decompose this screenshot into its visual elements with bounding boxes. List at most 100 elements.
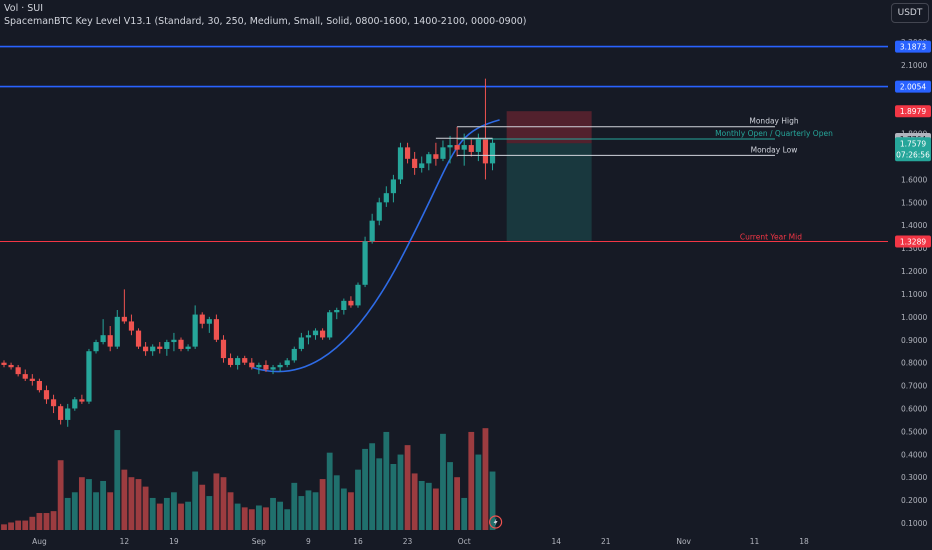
volume-bar [78,477,85,530]
price-tick-label: 0.3000 [901,473,927,482]
volume-bar [213,473,220,530]
volume-bar [50,511,57,530]
volume-bar [432,488,439,530]
candle-body [1,362,7,365]
candle-body [227,358,234,365]
volume-bar [178,503,184,530]
candle-body [178,339,184,349]
candle-body [433,154,439,159]
volume-bar [29,516,36,530]
annotation-label: Monday Low [751,145,798,154]
alert-bolt-icon [489,515,503,529]
bolt-glyph [493,518,498,526]
candle-body [206,319,212,324]
volume-bar [93,492,99,530]
volume-bar [397,454,404,530]
candle-body [171,339,177,343]
price-badge [895,105,931,118]
price-tick-label: 0.9000 [901,336,927,345]
candle-body [440,147,446,159]
volume-bar [440,433,446,530]
currency-button[interactable]: USDT [891,3,929,23]
candle-body [277,364,283,368]
volume-bar [312,492,319,530]
volume-bar [305,490,312,530]
candle-body [412,158,418,168]
volume-bar [263,507,269,530]
time-tick-label: 9 [306,537,311,546]
candle-body [291,348,297,361]
price-badge [895,40,931,53]
price-tick-label: 1.4000 [901,221,927,230]
candle-body [43,390,50,400]
candle-body [348,300,354,306]
rounding-curve [251,119,500,373]
candle-body [355,284,361,306]
volume-bar [482,428,489,530]
volume-bar [86,479,92,530]
price-tick-label: 0.7000 [901,382,927,391]
candle-body [334,309,340,313]
volume-bar [411,473,418,530]
candle-body [475,138,481,152]
volume-bar [355,469,361,530]
volume-bar [100,480,107,530]
price-tick-label: 0.6000 [901,404,927,413]
price-badge [895,235,931,248]
price-badge-text: 1.8979 [900,107,926,116]
candle-body [72,399,78,409]
price-tick-label: 2.1000 [901,61,927,70]
volume-bar [36,513,43,530]
price-badge-text: 1.7579 [900,139,926,148]
time-tick-label: 14 [551,537,561,546]
time-tick-label: 21 [601,537,611,546]
volume-bar [234,503,241,530]
candle-body [50,399,57,407]
indicator-legend[interactable]: SpacemanBTC Key Level V13.1 (Standard, 3… [4,16,527,27]
volume-bar [206,496,213,530]
candle-body [79,399,85,402]
candle-body [157,346,163,349]
volume-bar [390,464,397,530]
volume-bar [425,482,432,530]
volume-bar [248,509,255,530]
volume-bar [43,513,50,530]
candle-body [249,362,255,368]
candle-body [320,330,326,338]
price-badge-text: 2.0054 [900,83,926,92]
candle-body [8,364,14,368]
price-tick-label: 0.1000 [901,519,927,528]
candle-body [482,138,489,164]
time-tick-label: 19 [169,537,179,546]
candle-body [312,330,319,336]
candle-body [305,335,312,338]
candle-body [404,147,411,159]
volume-bar [454,477,461,530]
volume-bar [241,507,248,530]
volume-bar [348,492,354,530]
candle-body [242,358,248,363]
price-tick-label: 1.1000 [901,290,927,299]
price-tick-label: 1.0000 [901,313,927,322]
volume-bar [227,492,234,530]
candle-body [426,154,432,164]
candle-body [100,335,106,343]
price-tick-label: 0.8000 [901,359,927,368]
candle-body [220,339,227,359]
candle-body [150,346,156,352]
volume-bar [489,471,496,530]
candle-body [135,330,142,347]
volume-bar [64,497,71,530]
volume-bar [199,484,206,530]
price-tick-label: 1.3000 [901,244,927,253]
volume-bar [1,524,7,530]
candle-body [107,335,113,347]
volume-bar [461,497,468,530]
volume-bar [114,430,121,530]
symbol-title: Vol · SUI [4,3,44,14]
volume-bar [369,443,376,530]
volume-bar [418,480,425,530]
time-tick-label: Oct [458,537,471,546]
